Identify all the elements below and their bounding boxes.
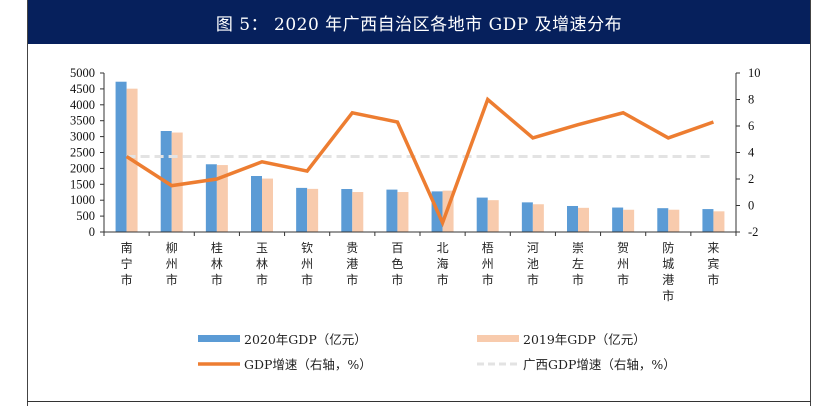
left-axis-tick-label: 1000 [70, 193, 95, 207]
category-label: 贵港市 [346, 241, 358, 287]
bar-2019-gdp [397, 192, 409, 232]
left-axis-tick-label: 1500 [70, 177, 95, 191]
bar-2020-gdp [567, 205, 578, 232]
bar-2019-gdp [262, 178, 273, 232]
bar-2020-gdp [251, 176, 262, 232]
bar-2019-gdp [713, 211, 725, 232]
right-axis-tick-label: 4 [748, 146, 755, 160]
bar-2020-gdp [657, 208, 669, 232]
bottom-divider [27, 401, 811, 402]
right-axis-tick-label: -2 [748, 225, 758, 239]
legend-label: 广西GDP增速（右轴，%） [523, 357, 676, 372]
bar-2020-gdp [341, 189, 353, 232]
figure-title: 图 5： 2020 年广西自治区各地市 GDP 及增速分布 [215, 14, 623, 35]
legend-swatch-bar [477, 335, 519, 342]
bar-2020-gdp [702, 209, 714, 232]
category-label: 钦州市 [301, 241, 313, 287]
right-axis-tick-label: 6 [748, 119, 754, 133]
legend-swatch-bar [198, 335, 240, 342]
lines-layer [125, 96, 715, 228]
category-label: 梧州市 [482, 240, 494, 287]
left-axis-tick-label: 4500 [70, 82, 95, 96]
bar-2019-gdp [623, 209, 635, 232]
left-axis-tick-label: 2500 [70, 146, 95, 160]
right-axis-tick-label: 10 [748, 66, 761, 80]
left-axis-tick-label: 5000 [70, 66, 95, 80]
bar-2019-gdp [216, 165, 228, 232]
right-axis-tick-label: 0 [748, 199, 754, 213]
bar-2020-gdp [386, 189, 398, 232]
left-axis-tick-label: 500 [76, 209, 95, 223]
category-label: 防城港市 [662, 240, 674, 303]
category-labels: 南宁市 柳州市 桂林市 玉林市 钦州市 贵港市 百色市 北海市 梧州市 河池市 崇左市 贺州市 防城港市… [121, 240, 720, 303]
legend: 2020年GDP（亿元） 2019年GDP（亿元） GDP增速（右轴，%） 广西GDP… [198, 332, 676, 372]
bar-2020-gdp [521, 202, 533, 232]
bar-2020-gdp [205, 164, 217, 232]
bar-2020-gdp [115, 81, 127, 233]
left-axis-tick-label: 3000 [70, 130, 95, 144]
bar-2019-gdp [487, 200, 499, 232]
category-label: 贺州市 [617, 241, 629, 287]
category-label: 崇左市 [572, 241, 584, 287]
figure-frame [27, 0, 811, 406]
bar-2019-gdp [307, 188, 319, 232]
category-label: 柳州市 [166, 241, 178, 287]
legend-label: 2019年GDP（亿元） [523, 332, 646, 347]
left-axis-tick-label: 0 [89, 225, 95, 239]
bar-2019-gdp [668, 209, 680, 232]
category-label: 南宁市 [121, 240, 133, 287]
city-growth-line [125, 96, 715, 228]
bar-2020-gdp [296, 187, 308, 232]
category-label: 百色市 [391, 241, 403, 287]
left-axis-tick-label: 3500 [70, 114, 95, 128]
bar-2019-gdp [352, 192, 364, 232]
category-label: 北海市 [437, 241, 449, 287]
bar-2019-gdp [578, 207, 589, 232]
bar-2020-gdp [612, 207, 624, 232]
category-label: 河池市 [527, 241, 539, 287]
bar-2020-gdp [476, 197, 488, 232]
legend-label: 2020年GDP（亿元） [244, 332, 367, 347]
category-label: 玉林市 [256, 241, 268, 287]
bar-2019-gdp [532, 204, 544, 232]
left-axis-tick-label: 4000 [70, 98, 95, 112]
category-label: 桂林市 [211, 240, 223, 287]
figure-title-bar: 图 5： 2020 年广西自治区各地市 GDP 及增速分布 [28, 0, 810, 44]
right-axis-tick-label: 2 [748, 172, 754, 186]
legend-label: GDP增速（右轴，%） [244, 357, 372, 372]
right-axis-tick-label: 8 [748, 93, 754, 107]
category-label: 来宾市 [707, 241, 719, 287]
bar-2019-gdp [171, 132, 183, 232]
left-axis-tick-label: 2000 [70, 161, 95, 175]
